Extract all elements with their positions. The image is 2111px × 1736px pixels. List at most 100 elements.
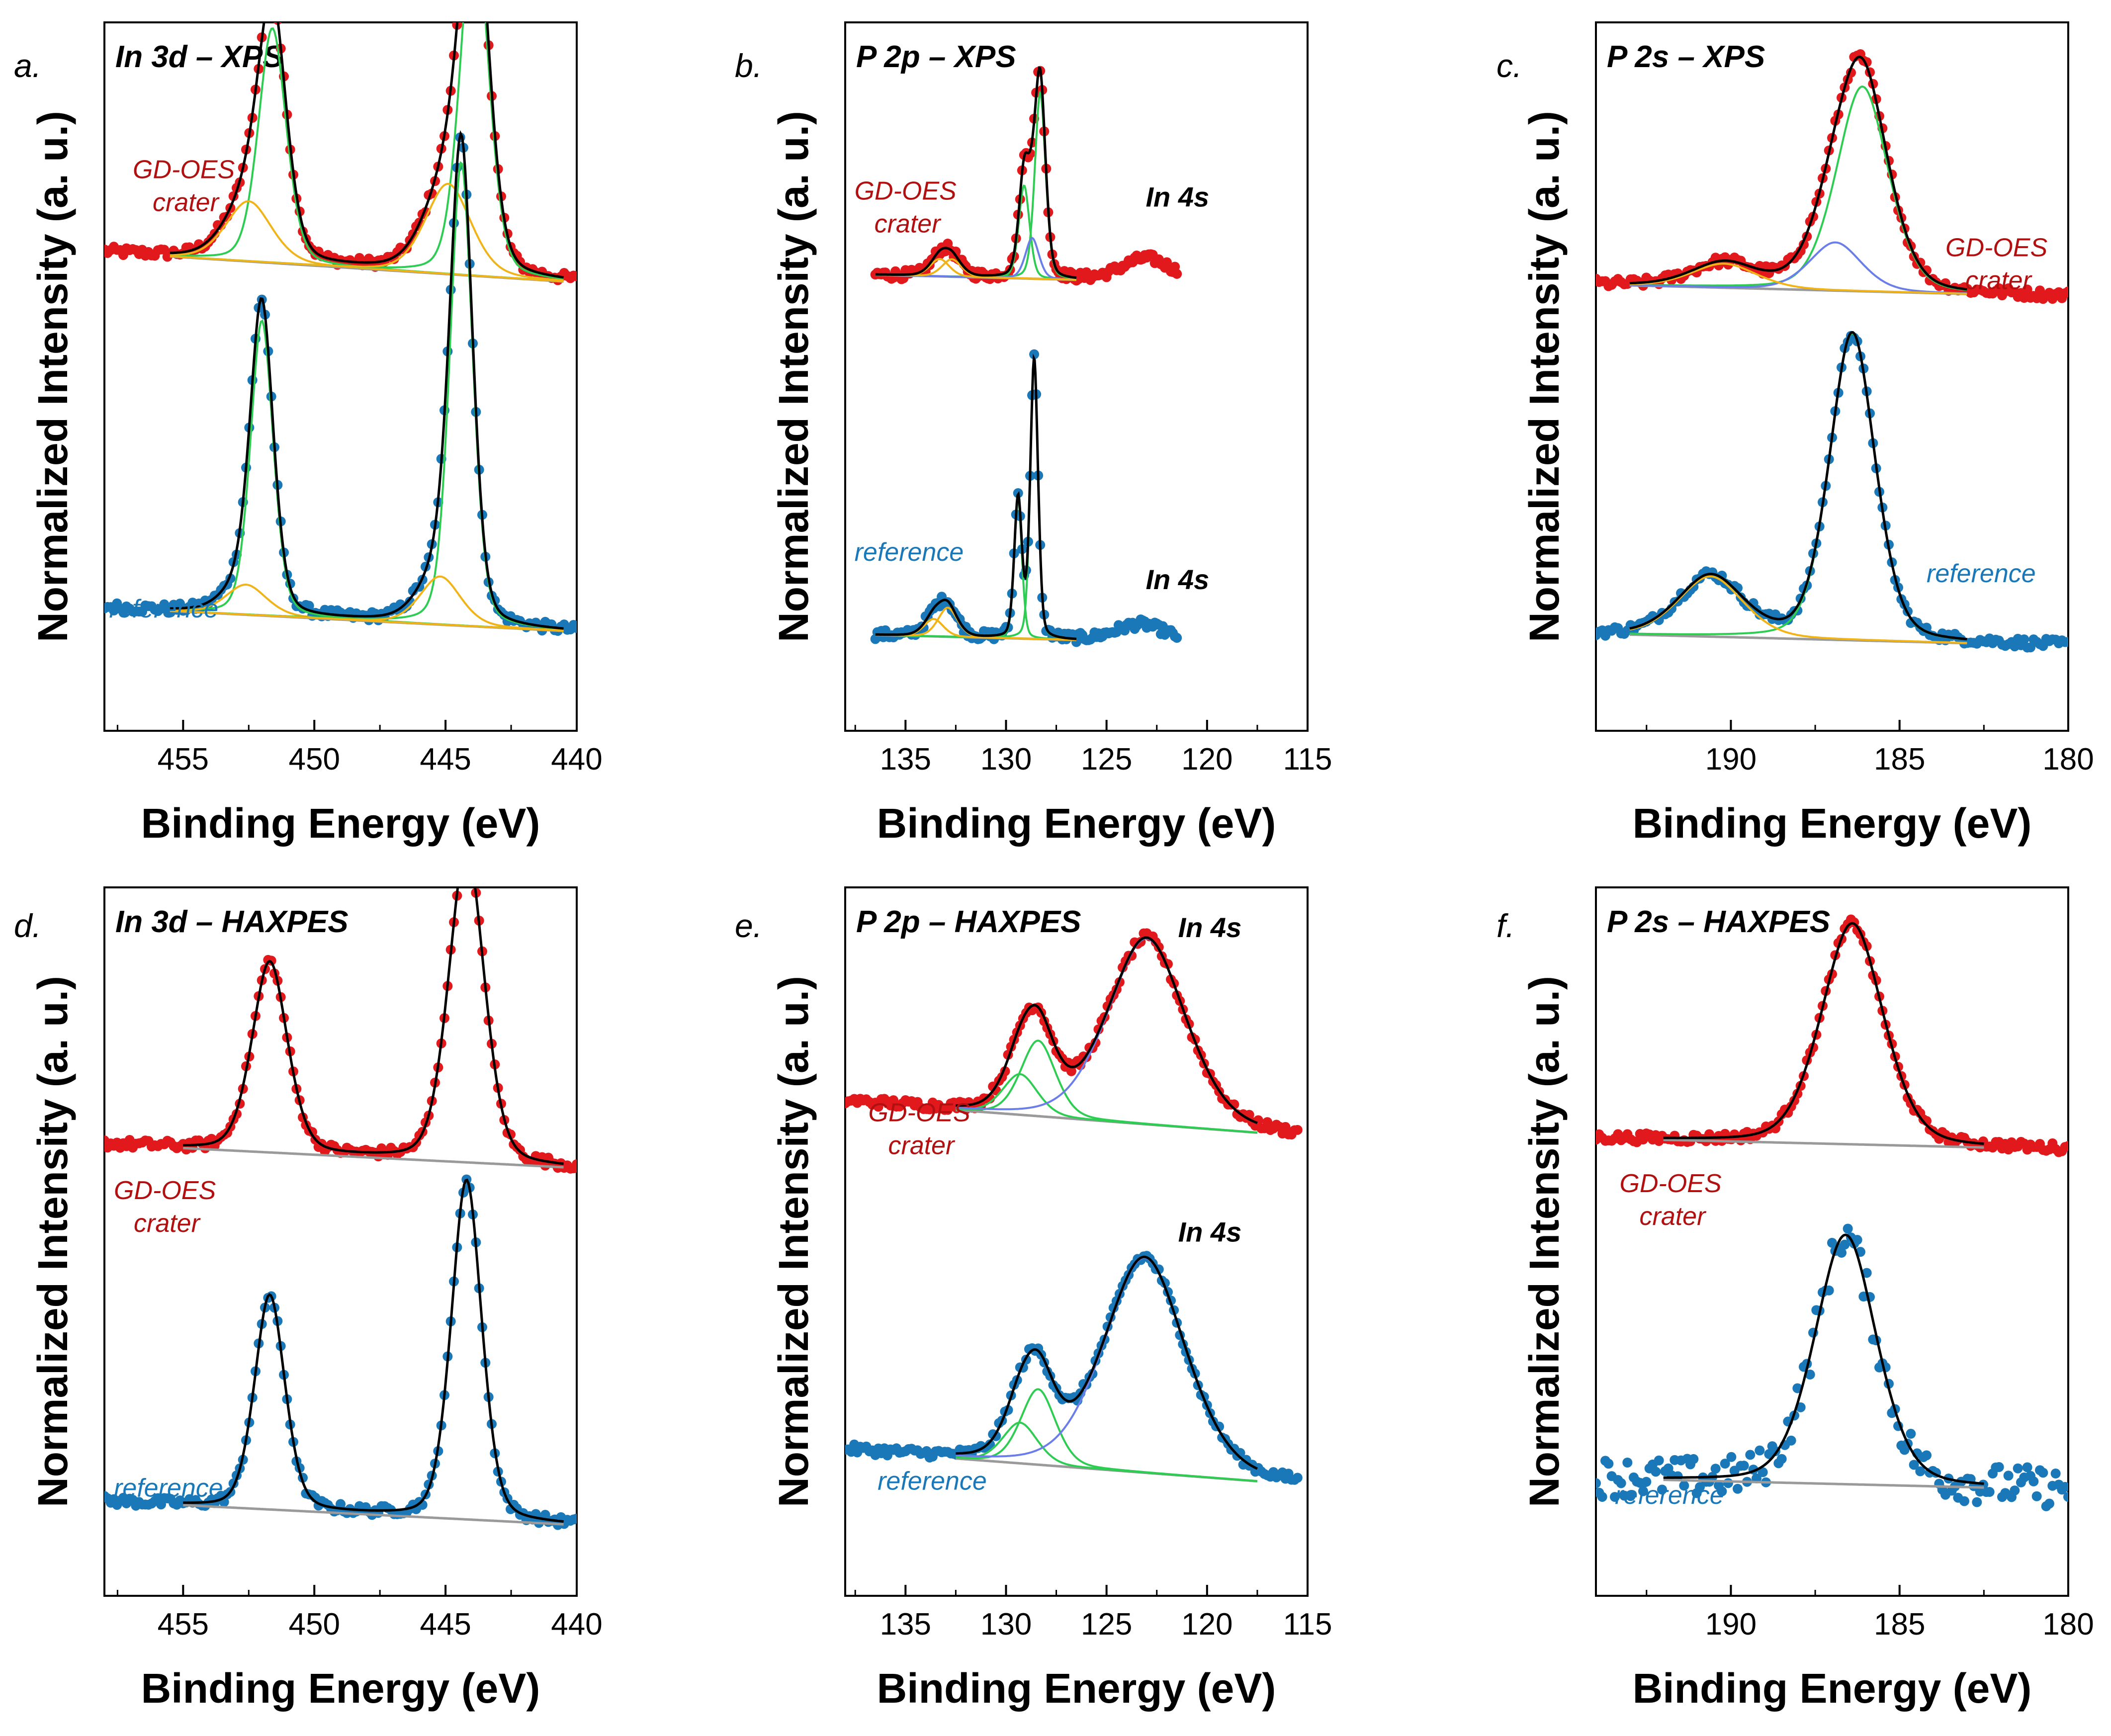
panel-b-ylabel: Normalized Intensity (a. u.): [770, 111, 817, 642]
panel-f-reference-point: [1616, 1478, 1626, 1488]
panel-e-crater-label-line-1: crater: [888, 1131, 956, 1160]
panel-f-reference-point: [1915, 1466, 1926, 1476]
panel-e-xlabel: Binding Energy (eV): [877, 1665, 1276, 1712]
panel-f-crater-point: [2063, 1141, 2068, 1151]
panel-f-reference-point: [1837, 1247, 1847, 1258]
panel-a-reference-label-line-0: reference: [109, 595, 219, 623]
panel-a-crater-label-line-1: crater: [153, 188, 220, 217]
panel-f-crater-fit-line: [1663, 922, 1984, 1145]
panel-d-crater-point: [468, 861, 478, 871]
panel-f-reference-label-line-0: reference: [1615, 1481, 1724, 1510]
panel-d-xlabel: Binding Energy (eV): [141, 1665, 540, 1712]
panel-f-reference-point: [2028, 1476, 2039, 1486]
panel-e-crater-point: [1066, 1066, 1076, 1076]
panel-f-reference-points: [1596, 1223, 2068, 1511]
panel-a-crater-label-line-0: GD-OES: [133, 156, 235, 184]
panel-d-reference-label-line-0: reference: [114, 1474, 223, 1503]
panel-f-reference-point: [1972, 1497, 1982, 1507]
panel-f-reference-point: [1755, 1445, 1765, 1456]
panel-b-xtick-label-135: 135: [880, 742, 931, 777]
panel-d-xtick-label-455: 455: [158, 1607, 209, 1642]
panel-e-crater-annotation: In 4s: [1178, 912, 1242, 943]
panel-f-xtick-label-185: 185: [1874, 1607, 1925, 1642]
panel-b-reference-points: [870, 349, 1182, 647]
panel-d-reference-point: [572, 1513, 577, 1524]
panel-f-reference-point: [1688, 1454, 1699, 1464]
panel-a-xtick-label-440: 440: [551, 742, 602, 777]
panel-c-crater-component-2: [1629, 262, 1967, 295]
panel-f-reference-point: [1654, 1455, 1664, 1466]
panel-b-crater-point: [1172, 268, 1182, 279]
panel-c-reference-point: [2019, 634, 2029, 645]
panel-b-crater-label-line-1: crater: [875, 209, 942, 238]
panel-c-crater-component-1: [1629, 241, 1967, 295]
panel-b-reference-label-line-0: reference: [855, 538, 964, 567]
panel-e-xtick-label-115: 115: [1283, 1607, 1332, 1642]
panel-b-crater-label-line-0: GD-OES: [855, 176, 957, 205]
panel-d-crater-point: [455, 868, 465, 878]
panel-a-letter: a.: [14, 47, 41, 84]
panel-d-crater-background-line: [183, 1146, 564, 1169]
panel-e-xtick-label-125: 125: [1081, 1607, 1132, 1642]
panel-f-reference-point: [1622, 1458, 1633, 1468]
panel-a-crater-fit-line: [170, 22, 564, 279]
panel-f-reference-point: [2063, 1491, 2068, 1502]
panel-e-letter: e.: [735, 907, 762, 944]
panel-c-crater-label-line-1: crater: [1965, 266, 2033, 295]
panel-f-xtick-label-190: 190: [1705, 1607, 1757, 1642]
panel-a-crater-component-1: [170, 200, 564, 283]
panel-c-ylabel: Normalized Intensity (a. u.): [1521, 111, 1568, 642]
panel-f-reference-point: [1861, 1268, 1872, 1278]
panel-c-crater-point: [2063, 286, 2068, 297]
panel-d: d. In 3d – HAXPES 455 450 445 440 Binding Ener…: [14, 852, 603, 1712]
panel-d-crater-points: [104, 852, 577, 1174]
panel-c-crater-point: [2022, 284, 2032, 295]
panel-f-reference-point: [1717, 1486, 1727, 1496]
panel-c-frame: [1595, 21, 2069, 732]
panel-d-title: In 3d – HAXPES: [115, 905, 349, 939]
panel-f-reference-point: [1679, 1480, 1689, 1491]
panel-d-xtick-label-440: 440: [551, 1607, 602, 1642]
panel-f-reference-point: [1638, 1486, 1648, 1496]
panel-b-title: P 2p – XPS: [856, 40, 1016, 74]
panel-f-reference-point: [1959, 1496, 1969, 1506]
panel-f-reference-point: [1776, 1454, 1787, 1464]
panel-a-crater-component-3: [170, 182, 564, 282]
panel-d-crater-point: [465, 852, 475, 862]
panel-e-plot: [845, 928, 1303, 1485]
panel-e-reference-label-line-0: reference: [878, 1467, 987, 1495]
panel-f-reference-point: [2010, 1485, 2020, 1496]
panel-c-xtick-label-185: 185: [1874, 742, 1925, 777]
panel-c-title: P 2s – XPS: [1607, 40, 1765, 74]
panel-f-reference-point: [1597, 1491, 1607, 1502]
panel-f-reference-point: [1739, 1461, 1749, 1471]
panel-b-frame: [844, 21, 1309, 732]
panel-b-xtick-label-125: 125: [1081, 742, 1132, 777]
panel-d-xtick-label-450: 450: [288, 1607, 340, 1642]
panel-e-reference-fit-line: [956, 1255, 1258, 1470]
panel-f-reference-point: [1843, 1223, 1853, 1234]
panel-f-reference-point: [1852, 1235, 1862, 1245]
panel-d-crater-point: [572, 1159, 577, 1169]
panel-b-xtick-label-120: 120: [1181, 742, 1232, 777]
panel-b-crater-annotation: In 4s: [1146, 181, 1210, 213]
panel-c-reference-component-1: [1629, 575, 1967, 644]
panel-c-letter: c.: [1496, 47, 1522, 84]
panel-f-reference-point: [1805, 1369, 1815, 1380]
panel-d-crater-fit-line: [183, 887, 564, 1165]
panel-a-crater-point: [572, 271, 577, 281]
panel-b-reference-point: [1029, 349, 1040, 359]
panel-e-reference-component-1: [956, 1388, 1258, 1482]
panel-f-letter: f.: [1496, 907, 1515, 944]
panel-f-reference-point: [2013, 1463, 2023, 1474]
panel-c: c. P 2s – XPS 190 185 180 Binding Energy (eV)…: [1496, 21, 2094, 847]
panel-f-reference-point: [1651, 1467, 1661, 1477]
panel-f-reference-point: [1723, 1478, 1733, 1488]
panel-d-reference-background-line: [183, 1504, 564, 1526]
panel-d-ylabel: Normalized Intensity (a. u.): [29, 976, 76, 1507]
panel-f-xtick-label-180: 180: [2042, 1607, 2094, 1642]
panel-e-reference-component-2: [956, 1257, 1258, 1470]
